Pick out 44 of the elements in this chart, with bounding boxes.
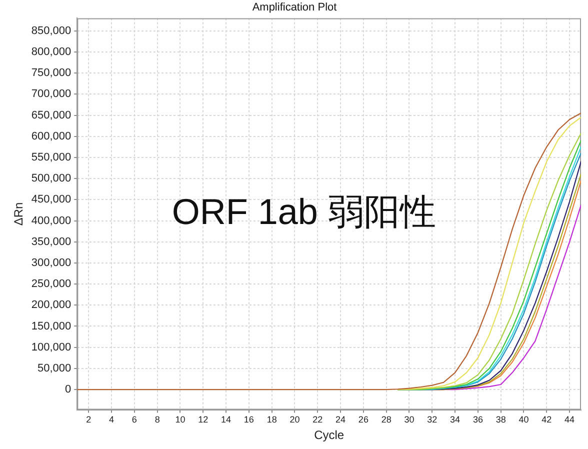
x-tick-label: 30: [404, 414, 414, 425]
x-tick-label: 20: [290, 414, 300, 425]
x-tick-label: 26: [358, 414, 368, 425]
y-tick-label: 800,000: [31, 46, 72, 58]
x-tick-label: 44: [564, 414, 575, 425]
y-tick-label: 400,000: [31, 214, 72, 227]
y-tick-label: 50,000: [38, 362, 72, 374]
x-tick-label: 32: [427, 414, 438, 425]
y-tick-label: 850,000: [31, 24, 72, 37]
x-tick-label: 40: [518, 414, 529, 425]
x-tick-label: 36: [472, 414, 483, 425]
annotation: ORF 1ab 弱阳性: [172, 190, 436, 232]
x-tick-label: 12: [198, 414, 208, 425]
x-tick-label: 4: [109, 414, 114, 425]
x-tick-label: 22: [312, 414, 323, 425]
y-tick-label: 700,000: [31, 88, 72, 100]
x-tick-label: 14: [221, 414, 232, 425]
y-tick-label: 550,000: [31, 151, 72, 164]
x-tick-label: 2: [86, 414, 92, 425]
x-tick-label: 42: [542, 414, 552, 425]
x-tick-label: 8: [154, 414, 160, 425]
y-tick-label: 450,000: [31, 194, 72, 206]
y-tick-label: 650,000: [31, 109, 72, 122]
y-tick-label: 100,000: [31, 341, 72, 354]
y-tick-label: 750,000: [31, 67, 72, 80]
y-tick-label: 350,000: [31, 236, 72, 248]
y-tick-label: 250,000: [31, 278, 72, 290]
x-tick-label: 34: [450, 414, 460, 425]
y-tick-label: 300,000: [31, 256, 72, 269]
x-axis-title: Cycle: [314, 428, 344, 442]
y-tick-label: 600,000: [31, 130, 72, 142]
y-tick-label: 150,000: [31, 320, 72, 332]
y-tick-label: 0: [65, 384, 72, 396]
x-tick-label: 18: [266, 414, 277, 425]
y-tick-label: 200,000: [31, 299, 72, 312]
x-tick-label: 38: [496, 414, 506, 425]
x-tick-label: 10: [175, 414, 186, 425]
x-tick-label: 6: [132, 414, 137, 425]
y-tick-label: 500,000: [31, 172, 72, 185]
x-tick-label: 16: [244, 414, 254, 425]
x-tick-label: 24: [336, 414, 346, 425]
y-axis-title: ΔRn: [12, 202, 26, 226]
x-tick-label: 28: [381, 414, 392, 425]
chart-title: Amplification Plot: [252, 2, 337, 14]
